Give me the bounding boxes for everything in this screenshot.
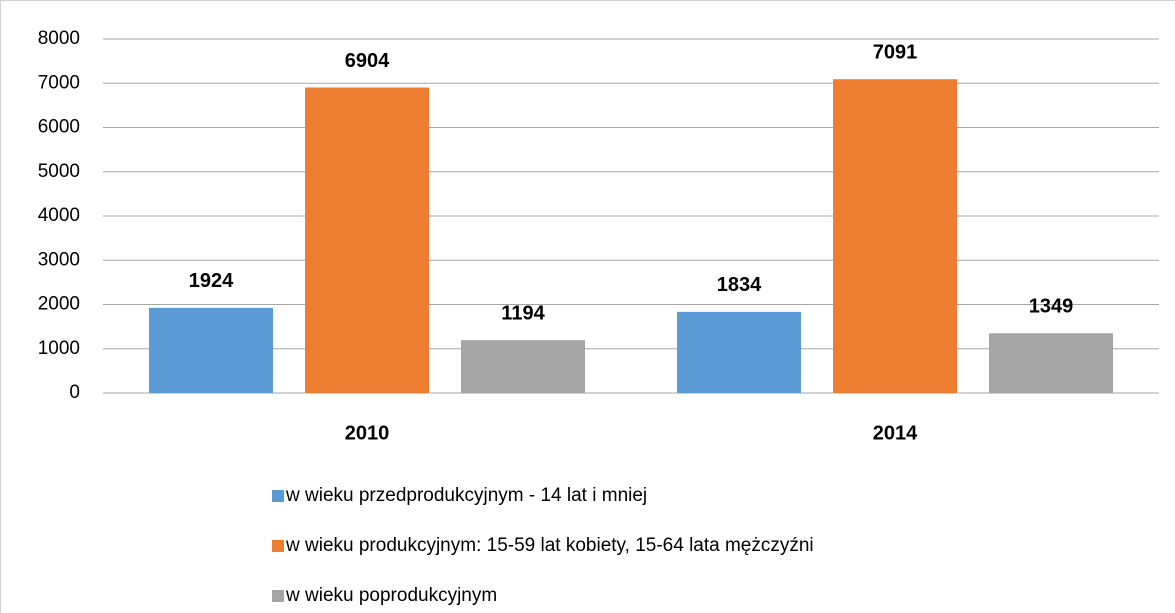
data-label: 1194 [501, 302, 545, 324]
bar [677, 311, 801, 393]
x-tick-label: 2010 [345, 422, 390, 444]
bar [833, 79, 957, 393]
y-tick-label: 6000 [38, 117, 80, 138]
data-label: 6904 [345, 50, 390, 72]
data-label: 1834 [717, 274, 762, 296]
y-tick-label: 7000 [38, 72, 80, 93]
legend-swatch [272, 490, 284, 502]
y-tick-label: 8000 [38, 28, 80, 49]
data-label: 1924 [189, 270, 234, 292]
legend-label: w wieku poprodukcyjnym [285, 585, 497, 606]
bar [305, 87, 429, 394]
legend-swatch [272, 540, 284, 552]
y-tick-label: 3000 [38, 249, 80, 270]
bar [149, 307, 273, 393]
legend-swatch [272, 590, 284, 602]
data-label: 1349 [1029, 296, 1074, 318]
legend-label: w wieku przedprodukcyjnym - 14 lat i mni… [285, 485, 647, 506]
data-label: 7091 [873, 42, 918, 64]
bar [989, 333, 1113, 393]
x-tick-label: 2014 [873, 422, 918, 444]
y-tick-label: 4000 [38, 205, 80, 226]
y-tick-label: 5000 [38, 161, 80, 182]
y-tick-label: 1000 [38, 338, 80, 359]
y-tick-label: 2000 [38, 294, 80, 315]
legend-label: w wieku produkcyjnym: 15-59 lat kobiety,… [285, 535, 814, 556]
bar [461, 340, 585, 393]
y-tick-label: 0 [69, 382, 80, 403]
